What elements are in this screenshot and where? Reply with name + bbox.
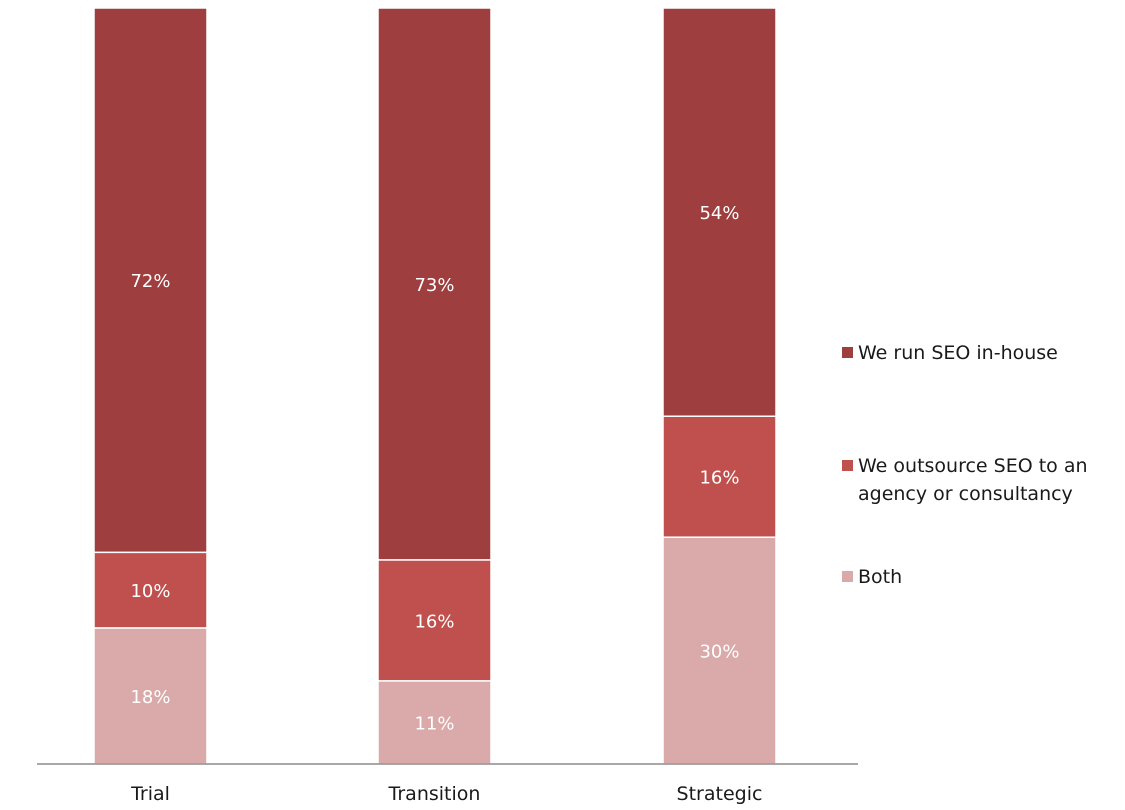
legend-entry-text: We run SEO in-house [858, 342, 1058, 364]
bar-segment-transition-0 [377, 680, 492, 765]
data-label: 16% [414, 611, 454, 632]
category-label-strategic: Strategic [677, 783, 763, 805]
category-labels-group: Trial Transition Strategic [130, 783, 762, 805]
bar-segment-trial-2 [93, 7, 208, 554]
bar-segment-transition-1 [377, 559, 492, 682]
legend: We run SEO in-house We outsource SEO to a… [842, 342, 1088, 588]
legend-entry-text: We outsource SEO to an [858, 455, 1088, 477]
data-label: 73% [414, 275, 454, 296]
data-label: 54% [699, 203, 739, 224]
data-label: 18% [130, 687, 170, 708]
legend-swatch [842, 460, 853, 471]
bars-group [93, 7, 777, 765]
data-label: 16% [699, 468, 739, 489]
data-label: 30% [699, 642, 739, 663]
data-label: 72% [130, 271, 170, 292]
legend-entry-text: agency or consultancy [858, 483, 1073, 505]
bar-segment-strategic-2 [662, 7, 777, 417]
bar-segment-strategic-1 [662, 415, 777, 538]
bar-segment-trial-0 [93, 627, 208, 765]
data-label: 10% [130, 581, 170, 602]
bar-segment-trial-1 [93, 551, 208, 629]
category-label-trial: Trial [130, 783, 170, 805]
legend-entry-text: Both [858, 566, 902, 588]
bar-segment-transition-2 [377, 7, 492, 561]
data-label: 11% [414, 713, 454, 734]
category-label-transition: Transition [388, 783, 481, 805]
legend-swatch [842, 571, 853, 582]
segment-labels-group: 18% 10% 72% 11% 16% 73% 30% 16% 54% [130, 203, 739, 734]
legend-swatch [842, 347, 853, 358]
